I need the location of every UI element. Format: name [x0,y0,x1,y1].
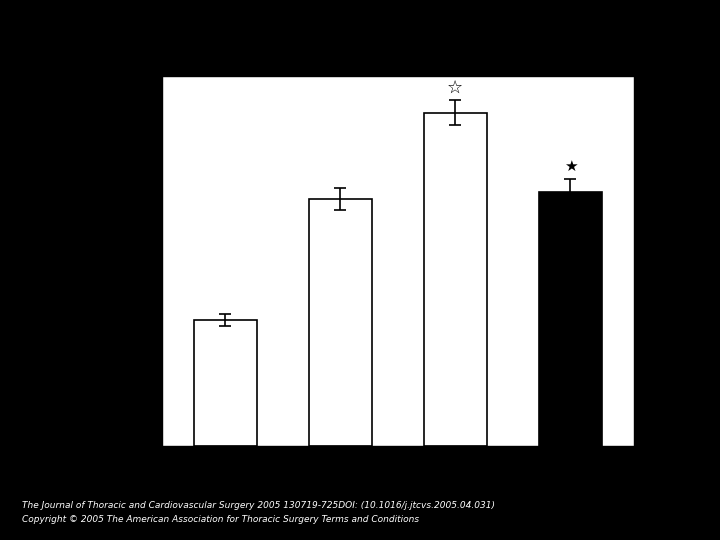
Y-axis label: TGF-β1 mRNA Relative amplification (folds): TGF-β1 mRNA Relative amplification (fold… [112,110,126,411]
Text: ★: ★ [564,159,577,174]
Text: Copyright © 2005 The American Association for Thoracic Surgery Terms and Conditi: Copyright © 2005 The American Associatio… [22,515,419,524]
Bar [194,320,257,446]
X-axis label: Time after banding (days): Time after banding (days) [296,475,500,489]
Text: ☆: ☆ [447,78,464,97]
Bar [309,199,372,446]
Bar [539,192,602,446]
Text: The Journal of Thoracic and Cardiovascular Surgery 2005 130719-725DOI: (10.1016/: The Journal of Thoracic and Cardiovascul… [22,501,495,510]
Text: Figure 3: Figure 3 [332,19,388,33]
Bar [423,112,487,446]
